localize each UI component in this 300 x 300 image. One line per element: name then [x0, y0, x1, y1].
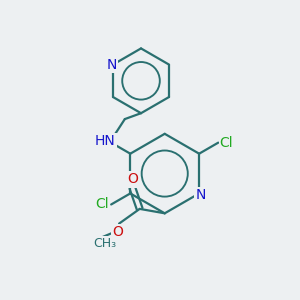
Text: N: N — [195, 188, 206, 202]
Text: CH₃: CH₃ — [93, 237, 116, 250]
Text: Cl: Cl — [220, 136, 233, 150]
Text: O: O — [127, 172, 138, 186]
Text: N: N — [106, 58, 117, 72]
Text: O: O — [112, 225, 123, 239]
Text: HN: HN — [95, 134, 116, 148]
Text: Cl: Cl — [95, 197, 109, 212]
